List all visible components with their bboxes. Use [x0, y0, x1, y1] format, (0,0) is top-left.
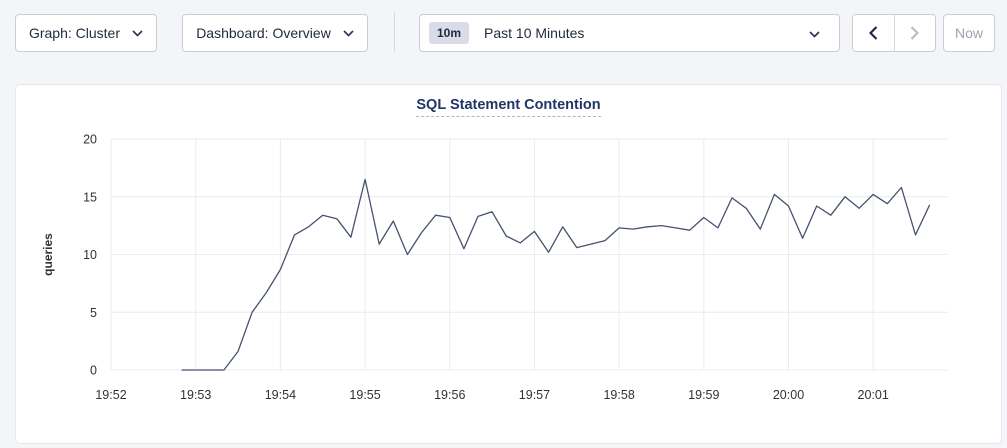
- chevron-down-icon: [132, 29, 143, 37]
- y-tick-label: 20: [83, 133, 97, 147]
- x-tick-label: 19:53: [180, 388, 211, 402]
- y-tick-label: 15: [83, 190, 97, 204]
- next-range-button[interactable]: [895, 15, 936, 51]
- prev-range-button[interactable]: [853, 15, 894, 51]
- x-tick-label: 19:57: [519, 388, 550, 402]
- nav-group-divider: [893, 15, 895, 51]
- x-tick-label: 19:55: [349, 388, 380, 402]
- x-tick-label: 19:56: [434, 388, 465, 402]
- chevron-down-icon: [809, 31, 820, 38]
- x-tick-label: 19:52: [95, 388, 126, 402]
- toolbar-divider: [394, 12, 395, 52]
- y-tick-label: 0: [90, 364, 97, 378]
- time-range-selector[interactable]: 10m Past 10 Minutes: [419, 14, 840, 52]
- y-tick-label: 5: [90, 306, 97, 320]
- time-nav-group: [852, 14, 936, 52]
- x-tick-label: 19:54: [265, 388, 296, 402]
- y-axis-title: queries: [41, 233, 55, 276]
- now-button[interactable]: Now: [943, 14, 995, 52]
- y-tick-label: 10: [83, 248, 97, 262]
- dashboard-dropdown[interactable]: Dashboard: Overview: [182, 14, 368, 52]
- time-range-badge: 10m: [429, 22, 470, 44]
- time-range-label: Past 10 Minutes: [484, 25, 585, 41]
- x-tick-label: 19:58: [603, 388, 634, 402]
- chevron-right-icon: [910, 26, 920, 40]
- sql-statement-contention-chart: 0 5 10 15 20 19:52 19:53 19:54 19:55 19:56 19:57 19…: [41, 133, 948, 402]
- graph-dropdown-label: Graph: Cluster: [28, 25, 121, 41]
- chart-card: SQL Statement Contention 0 5 10 15 20 19:52 19…: [15, 84, 1002, 444]
- x-tick-label: 19:59: [688, 388, 719, 402]
- series-line-queries: [181, 178, 931, 371]
- chart-title[interactable]: SQL Statement Contention: [416, 97, 601, 117]
- x-tick-label: 20:00: [773, 388, 804, 402]
- chevron-down-icon: [343, 29, 354, 37]
- graph-dropdown[interactable]: Graph: Cluster: [15, 14, 157, 52]
- chevron-left-icon: [868, 26, 878, 40]
- chart-title-row: SQL Statement Contention: [16, 96, 1001, 117]
- dashboard-dropdown-label: Dashboard: Overview: [196, 25, 331, 41]
- x-tick-label: 20:01: [858, 388, 889, 402]
